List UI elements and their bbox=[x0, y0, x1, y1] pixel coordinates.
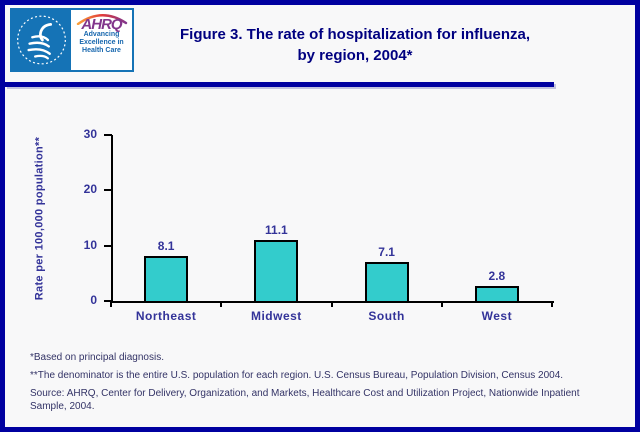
figure-title-line2: by region, 2004* bbox=[297, 47, 413, 64]
ahrq-tagline-line3: Health Care bbox=[82, 47, 121, 54]
x-axis-tick bbox=[220, 302, 223, 307]
y-axis-tick bbox=[104, 300, 112, 302]
x-axis-tick bbox=[440, 302, 443, 307]
x-axis-tick bbox=[551, 302, 553, 307]
bar-chart-plot-area bbox=[111, 135, 554, 303]
x-axis-category-northeast: Northeast bbox=[135, 309, 197, 323]
ahrq-hhs-logo: AHRQ Advancing Excellence in Health Care bbox=[10, 8, 134, 72]
bar-south bbox=[364, 262, 409, 301]
ahrq-tagline-line2: Excellence in bbox=[79, 39, 124, 46]
x-axis-tick bbox=[110, 302, 112, 307]
header-divider-rule bbox=[5, 82, 554, 87]
y-axis-tick bbox=[104, 244, 112, 247]
footnote-source: Source: AHRQ, Center for Delivery, Organ… bbox=[30, 388, 580, 412]
ahrq-tagline-line1: Advancing bbox=[83, 31, 120, 38]
ahrq-wordmark: AHRQ bbox=[81, 16, 122, 33]
bar-west bbox=[474, 286, 519, 301]
x-axis-category-midwest: Midwest bbox=[250, 309, 302, 323]
bar-midwest bbox=[254, 240, 299, 301]
bar-value-northeast: 8.1 bbox=[157, 239, 175, 253]
y-axis-tick bbox=[104, 189, 112, 192]
figure-title: Figure 3. The rate of hospitalization fo… bbox=[140, 24, 570, 66]
bar-value-west: 2.8 bbox=[488, 269, 506, 283]
x-axis-category-south: South bbox=[368, 309, 405, 323]
y-axis-tick-label: 20 bbox=[83, 182, 97, 197]
x-axis-category-west: West bbox=[481, 309, 513, 323]
footnote-denominator: **The denominator is the entire U.S. pop… bbox=[30, 370, 564, 381]
bar-northeast bbox=[144, 256, 189, 301]
footnote-principal-diagnosis: *Based on principal diagnosis. bbox=[30, 352, 164, 363]
ahrq-logo-panel: AHRQ Advancing Excellence in Health Care bbox=[71, 10, 132, 70]
y-axis-label: Rate per 100,000 population** bbox=[33, 136, 46, 301]
figure-title-line1: Figure 3. The rate of hospitalization fo… bbox=[179, 26, 531, 43]
y-axis-tick bbox=[104, 134, 112, 136]
bar-value-south: 7.1 bbox=[378, 245, 395, 259]
y-axis-tick-label: 30 bbox=[83, 127, 97, 141]
ahrq-rainbow-arc-icon bbox=[76, 12, 128, 26]
x-axis-tick bbox=[330, 302, 333, 307]
y-axis-tick-label: 10 bbox=[83, 237, 97, 252]
bar-value-midwest: 11.1 bbox=[265, 223, 288, 237]
hhs-logo-panel bbox=[12, 10, 71, 70]
y-axis-tick-label: 0 bbox=[90, 293, 97, 307]
